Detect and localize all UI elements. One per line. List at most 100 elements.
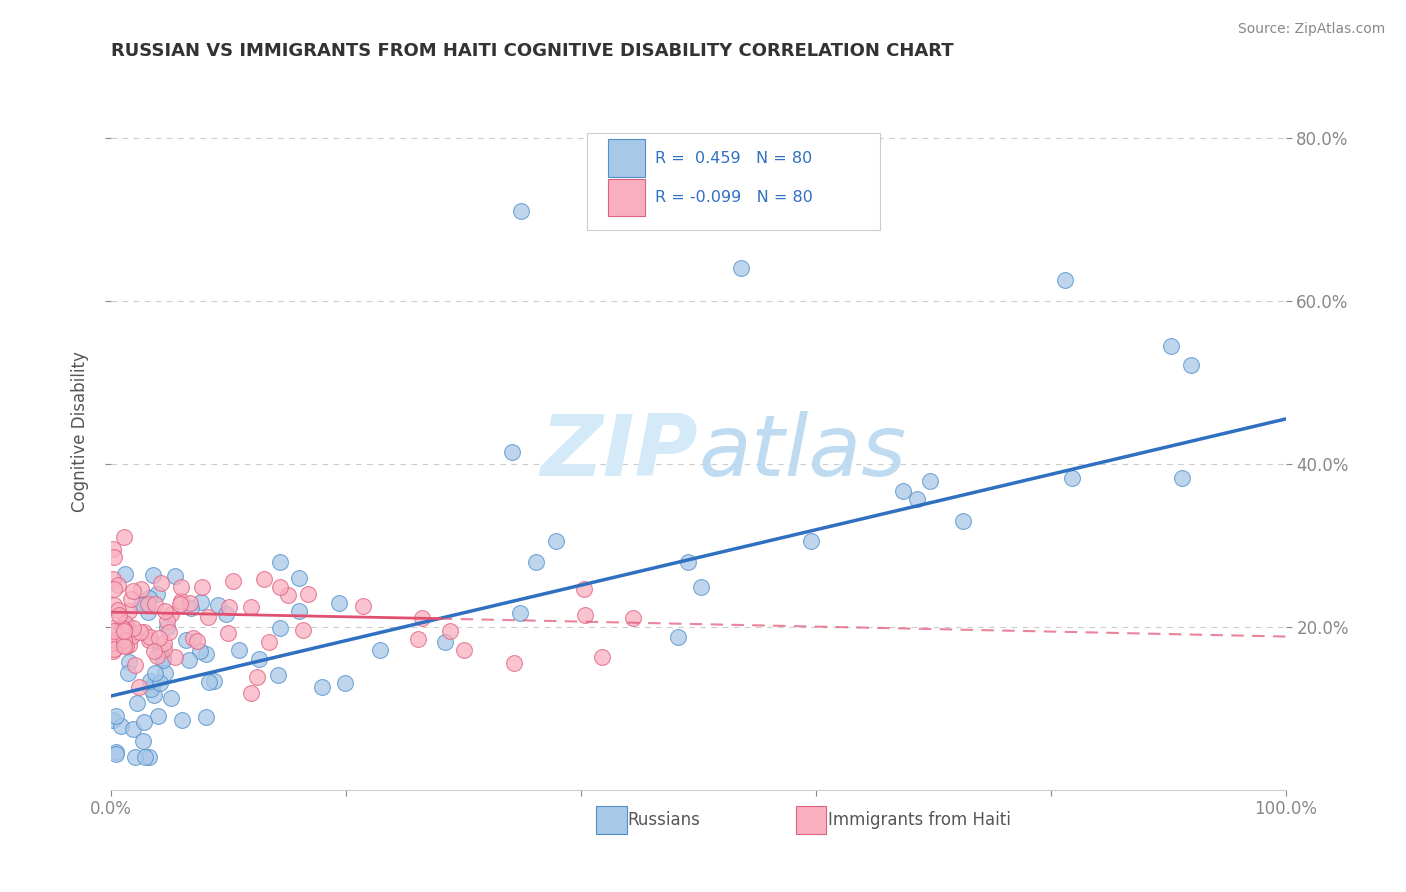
Point — [138, 750, 160, 764]
FancyBboxPatch shape — [596, 806, 627, 834]
Text: ZIP: ZIP — [541, 411, 699, 494]
Point — [509, 204, 531, 219]
Point — [136, 605, 159, 619]
Point — [406, 632, 429, 646]
Point — [139, 674, 162, 689]
Point — [121, 629, 143, 643]
Point — [121, 583, 143, 598]
Point — [124, 658, 146, 673]
Point — [131, 582, 153, 596]
Point — [179, 596, 201, 610]
Point — [259, 635, 281, 649]
Point — [328, 596, 350, 610]
Point — [156, 614, 179, 628]
Text: R = -0.099   N = 80: R = -0.099 N = 80 — [655, 190, 813, 205]
Point — [157, 625, 180, 640]
Point — [117, 619, 139, 633]
Point — [153, 641, 176, 656]
Point — [195, 710, 218, 724]
Point — [269, 581, 291, 595]
Point — [146, 648, 169, 663]
Point — [139, 630, 162, 644]
Point — [207, 598, 229, 612]
Point — [155, 666, 177, 681]
Point — [297, 587, 319, 601]
Point — [666, 631, 689, 645]
Point — [246, 670, 269, 684]
Point — [107, 607, 129, 622]
Point — [1170, 471, 1192, 485]
Point — [145, 587, 167, 601]
Text: Immigrants from Haiti: Immigrants from Haiti — [828, 812, 1011, 830]
Point — [186, 634, 208, 648]
Point — [101, 621, 124, 635]
Point — [138, 633, 160, 648]
Point — [112, 639, 135, 653]
Point — [176, 632, 198, 647]
Point — [132, 599, 155, 613]
Point — [112, 622, 135, 636]
Point — [153, 636, 176, 650]
Point — [118, 638, 141, 652]
Point — [115, 639, 138, 653]
Point — [202, 673, 225, 688]
Point — [165, 569, 187, 583]
Point — [111, 622, 134, 636]
Point — [148, 631, 170, 645]
FancyBboxPatch shape — [607, 139, 645, 177]
Point — [134, 625, 156, 640]
Point — [117, 666, 139, 681]
Point — [503, 656, 526, 670]
Point — [247, 652, 270, 666]
Point — [676, 555, 699, 569]
Point — [905, 492, 928, 507]
Point — [104, 632, 127, 647]
Point — [277, 588, 299, 602]
Point — [269, 622, 291, 636]
Point — [352, 599, 374, 614]
Point — [621, 611, 644, 625]
Point — [107, 603, 129, 617]
Point — [121, 722, 143, 736]
Point — [239, 600, 262, 615]
Point — [218, 599, 240, 614]
Point — [572, 582, 595, 597]
Point — [156, 620, 179, 634]
FancyBboxPatch shape — [607, 179, 645, 216]
Point — [177, 653, 200, 667]
Point — [368, 643, 391, 657]
Y-axis label: Cognitive Disability: Cognitive Disability — [72, 351, 89, 511]
Point — [110, 718, 132, 732]
Point — [160, 607, 183, 621]
Point — [103, 624, 125, 639]
Point — [152, 653, 174, 667]
Point — [197, 610, 219, 624]
Point — [253, 572, 276, 586]
Point — [103, 642, 125, 657]
Point — [800, 533, 823, 548]
Point — [107, 577, 129, 591]
Point — [101, 572, 124, 586]
Point — [333, 676, 356, 690]
Point — [439, 624, 461, 639]
Point — [730, 261, 752, 276]
Point — [143, 665, 166, 680]
Point — [170, 580, 193, 594]
Point — [690, 580, 713, 594]
Point — [501, 444, 523, 458]
Point — [311, 680, 333, 694]
Point — [103, 582, 125, 596]
Point — [143, 643, 166, 657]
Point — [152, 651, 174, 665]
Point — [103, 598, 125, 612]
Text: Source: ZipAtlas.com: Source: ZipAtlas.com — [1237, 22, 1385, 37]
Point — [131, 598, 153, 612]
Point — [411, 611, 433, 625]
Text: atlas: atlas — [699, 411, 907, 494]
Point — [1160, 338, 1182, 352]
Point — [101, 713, 124, 727]
Point — [114, 567, 136, 582]
Point — [101, 636, 124, 650]
Point — [165, 649, 187, 664]
Point — [103, 550, 125, 565]
